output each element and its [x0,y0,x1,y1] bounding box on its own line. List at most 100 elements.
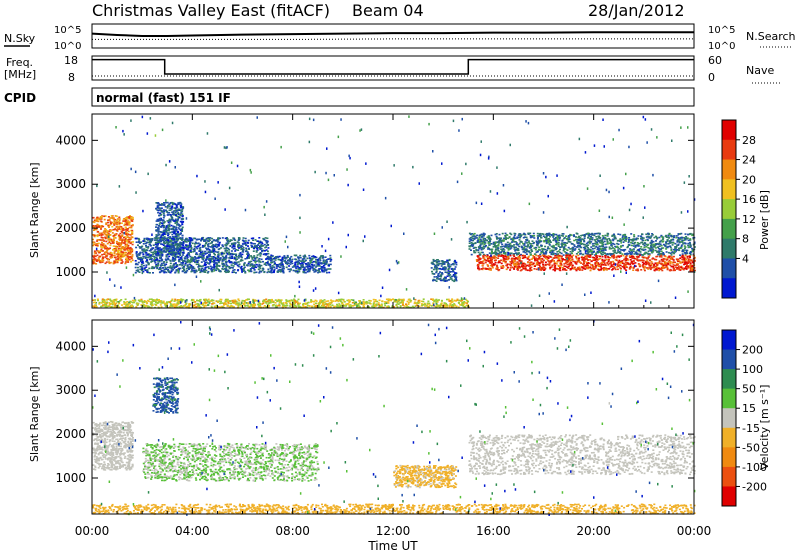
heatmap-cell [211,266,214,268]
heatmap-cell [108,237,111,239]
heatmap-cell [535,268,538,271]
heatmap-cell [500,240,503,243]
heatmap-cell [590,241,593,243]
heatmap-cell [209,258,212,261]
heatmap-cell [130,248,133,250]
heatmap-cell [303,260,306,262]
heatmap-cell [176,237,179,239]
heatmap-cell [478,241,481,244]
heatmap-cell [93,219,96,222]
heatmap-cell [524,256,527,259]
heatmap-cell [311,261,314,264]
heatmap-cell [118,244,121,247]
heatmap-cell [691,264,694,267]
heatmap-cell [181,208,184,211]
heatmap-cell [602,247,605,250]
heatmap-cell [260,264,263,267]
cpid-label: CPID [4,91,36,105]
heatmap-cell [150,258,153,260]
heatmap-cell [508,243,511,246]
heatmap-cell [129,215,131,217]
heatmap-cell [542,233,545,236]
heatmap-cell [625,240,628,242]
heatmap-cell [211,245,214,247]
heatmap-cell [209,259,211,262]
heatmap-cell [686,237,689,240]
heatmap-cell [160,253,163,256]
heatmap-cell [219,270,222,272]
heatmap-cell [300,265,303,268]
heatmap-cell [651,241,654,243]
heatmap-cell [252,267,255,270]
heatmap-cell [242,247,245,249]
heatmap-cell [643,262,645,265]
heatmap-cell [267,270,270,273]
heatmap-cell [172,250,175,252]
heatmap-cell [552,253,555,256]
heatmap-cell [138,254,141,256]
heatmap-cell [263,271,266,274]
heatmap-cell [251,245,254,247]
heatmap-cell [159,267,162,269]
heatmap-cell [662,252,665,254]
heatmap-cell [494,244,496,247]
heatmap-cell [614,249,617,252]
heatmap-cell [174,240,177,243]
heatmap-cell [210,250,213,253]
heatmap-cell [233,253,236,255]
heatmap-cell [177,235,180,237]
heatmap-cell [162,224,165,227]
heatmap-cell [518,245,521,248]
heatmap-cell [118,237,121,239]
heatmap-cell [487,240,490,243]
heatmap-cell [189,250,192,252]
heatmap-cell [190,264,193,267]
heatmap-cell [310,258,313,261]
heatmap-cell [547,234,550,236]
heatmap-cell [231,252,234,255]
heatmap-cell [126,233,129,235]
heatmap-cell [168,241,171,244]
heatmap-cell [177,271,180,274]
heatmap-cell [243,263,246,265]
heatmap-cell [631,240,634,242]
heatmap-cell [237,246,239,248]
heatmap-cell [191,239,194,242]
heatmap-cell [117,258,119,260]
heatmap-cell [138,241,141,243]
heatmap-cell [479,247,482,249]
heatmap-cell [211,268,214,271]
heatmap-cell [152,272,154,274]
heatmap-cell [151,255,154,258]
heatmap-cell [176,230,179,233]
heatmap-cell [195,257,198,259]
heatmap-cell [679,269,682,271]
heatmap-cell [251,258,254,260]
heatmap-cell [496,238,498,240]
heatmap-cell [488,247,490,250]
heatmap-cell [444,261,447,263]
heatmap-cell [513,244,516,246]
heatmap-cell [241,253,244,256]
heatmap-cell [600,249,603,252]
heatmap-cell [478,236,481,239]
heatmap-cell [175,269,178,272]
heatmap-cell [282,270,285,272]
heatmap-cell [591,248,594,250]
heatmap-cell [488,267,491,269]
heatmap-cell [598,245,601,247]
heatmap-cell [156,218,159,221]
heatmap-cell [258,264,261,267]
heatmap-cell [171,258,174,261]
heatmap-cell [120,243,123,245]
heatmap-cell [213,252,216,255]
heatmap-cell [565,235,568,237]
heatmap-cell [254,258,257,260]
heatmap-cell [628,244,631,246]
heatmap-cell [295,258,298,261]
heatmap-cell [314,270,317,273]
heatmap-cell [105,222,108,224]
heatmap-cell [683,259,686,262]
heatmap-cell [568,236,571,239]
heatmap-cell [538,234,541,236]
